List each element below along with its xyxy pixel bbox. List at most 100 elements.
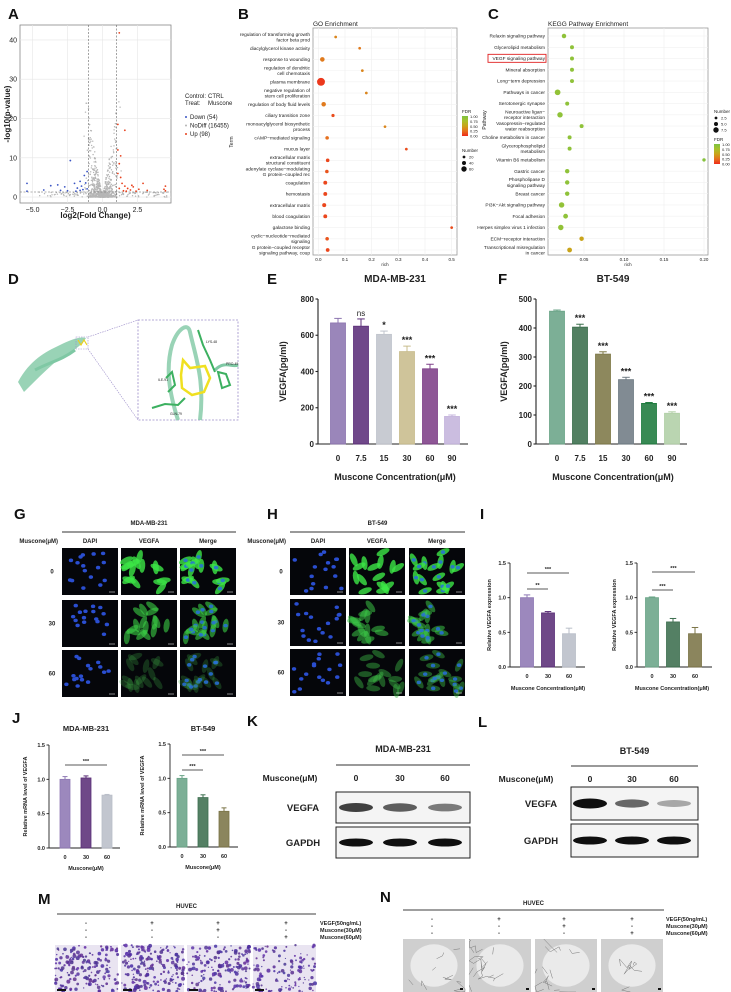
micrograph-background	[121, 650, 177, 697]
migrated-cell	[290, 970, 295, 975]
migrated-cell	[203, 969, 206, 972]
vegfa-signal	[372, 572, 386, 581]
down-point	[76, 187, 79, 189]
migrated-cell	[195, 982, 200, 987]
migrated-cell	[156, 955, 160, 959]
vegfa-signal	[133, 607, 145, 618]
blot-label-vegfa: VEGFA	[287, 803, 319, 814]
size-legend-label: 60	[469, 167, 474, 172]
nucleus	[435, 627, 441, 631]
nucleus	[77, 610, 83, 615]
x-axis-label: rich	[624, 262, 632, 267]
x-tick-label: 30	[403, 454, 412, 463]
down-point	[69, 159, 72, 162]
nucleus	[78, 555, 83, 559]
bar-30	[618, 379, 634, 445]
nodiff-point	[99, 185, 101, 188]
term-label: extracellular matrix structural constitue…	[266, 155, 311, 167]
migrated-cell	[244, 977, 247, 980]
up-point	[121, 182, 123, 185]
migrated-cell	[191, 974, 194, 977]
migrated-cell	[116, 953, 120, 957]
migrated-cell	[148, 986, 151, 989]
chart-title: MDA-MB-231	[63, 724, 109, 733]
tube-segment	[475, 945, 477, 953]
term-label: monoacylglycerol biosynthetic process	[246, 121, 310, 133]
micrograph-background	[349, 649, 405, 696]
nucleus	[68, 558, 74, 563]
migrated-cell	[203, 954, 206, 957]
nucleus	[423, 672, 428, 676]
nodiff-point	[103, 195, 105, 197]
nucleus	[211, 620, 216, 625]
tube-segment	[473, 971, 478, 977]
nodiff-point	[89, 184, 91, 187]
tube-segment	[534, 981, 543, 987]
nucleus	[69, 578, 75, 583]
row-header: Muscone(μM)	[247, 539, 286, 545]
migrated-cell	[262, 959, 265, 962]
x-tick-label: 60	[645, 454, 654, 463]
x-tick-label: 7.5	[355, 454, 367, 463]
up-point	[146, 189, 149, 192]
bar-60	[641, 402, 657, 445]
migrated-cell	[207, 946, 212, 950]
condition-sign: +	[284, 935, 288, 941]
migrated-cell	[136, 951, 140, 955]
migrated-cell	[210, 958, 213, 962]
migrated-cell	[86, 960, 89, 963]
migrated-cell	[253, 964, 255, 966]
term-dot	[563, 213, 568, 219]
nucleus	[339, 586, 344, 591]
nucleus	[81, 620, 87, 624]
up-point	[163, 188, 165, 191]
nodiff-point	[113, 195, 115, 197]
nodiff-point	[87, 179, 89, 182]
y-tick-label: 40	[9, 37, 17, 44]
blot-label-gapdh: GAPDH	[524, 836, 558, 847]
nodiff-point	[108, 158, 110, 161]
migrated-cell	[88, 952, 91, 955]
migrated-cell	[167, 971, 170, 974]
vegfa-signal	[153, 677, 163, 690]
migrated-cell	[200, 979, 203, 983]
blot-label-vegfa: VEGFA	[525, 799, 557, 810]
nodiff-point	[126, 195, 128, 198]
term-label: ciliary transition zone	[265, 113, 310, 119]
nucleus	[328, 635, 333, 639]
migrated-cell	[126, 972, 130, 977]
bar-30	[197, 797, 209, 848]
row-header: Muscone(μM)	[19, 539, 58, 545]
bar-90	[664, 412, 680, 445]
nodiff-point	[92, 190, 95, 192]
nodiff-point	[107, 183, 109, 186]
term-dot	[360, 69, 364, 72]
migrated-cell	[167, 981, 171, 985]
term-dot	[570, 45, 574, 50]
tube-segment	[542, 966, 548, 974]
nucleus	[413, 575, 419, 580]
nodiff-point	[113, 145, 115, 147]
loop	[213, 363, 239, 372]
migrated-cell	[313, 965, 316, 968]
migrated-cell	[105, 947, 109, 950]
scale-bar	[658, 988, 661, 990]
nodiff-point	[110, 169, 113, 171]
migrated-cell	[109, 966, 111, 969]
vegfa-signal	[120, 556, 133, 565]
migrated-cell	[83, 946, 87, 949]
migrated-cell	[181, 966, 186, 970]
migrated-cell	[72, 977, 77, 982]
tube-segment	[444, 978, 452, 980]
term-dot	[558, 202, 565, 208]
x-tick-label: 0	[525, 674, 528, 680]
tube-segment	[558, 946, 561, 951]
panel-label-a: A	[8, 6, 19, 23]
up-point	[116, 149, 119, 151]
migrated-cell	[165, 959, 170, 963]
nucleus	[292, 689, 297, 694]
y-tick-label: 600	[301, 331, 315, 340]
nodiff-point	[157, 191, 160, 194]
nucleus	[334, 616, 339, 621]
